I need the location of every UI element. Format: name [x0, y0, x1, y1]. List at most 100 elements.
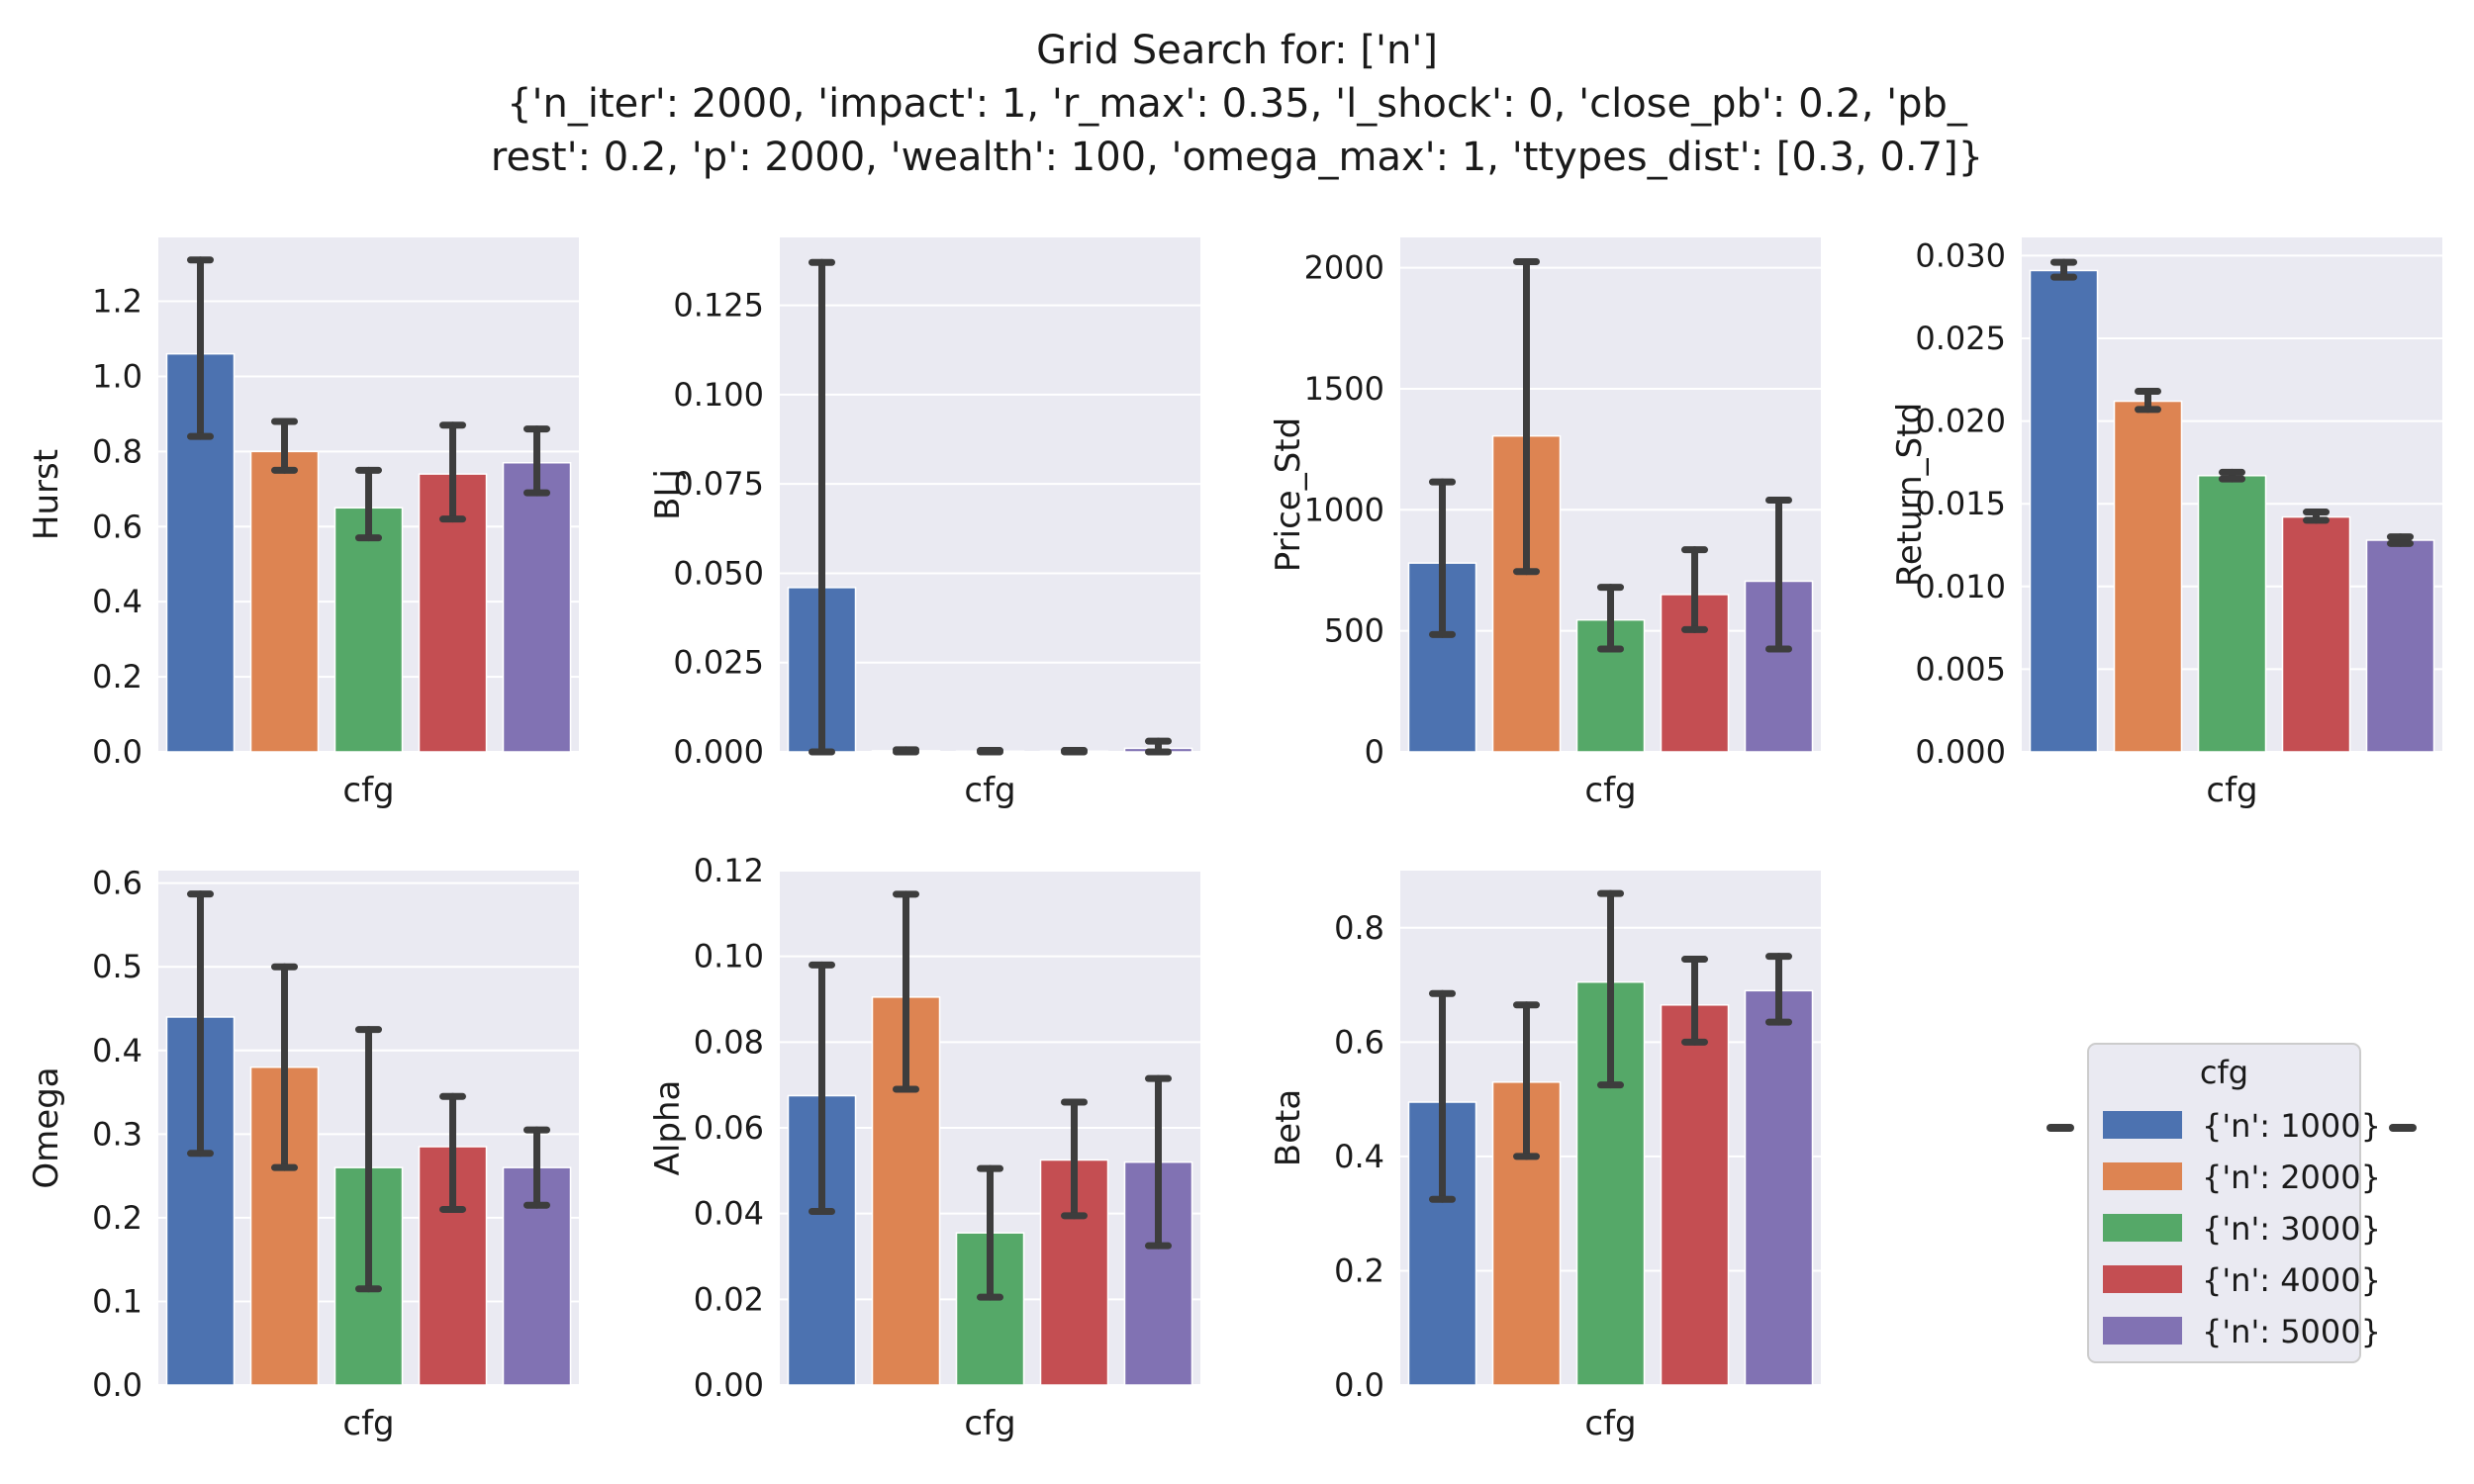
- error-bar: [355, 466, 382, 542]
- error-bar: [1061, 747, 1088, 756]
- legend-entry-label: {'n': 4000}: [2202, 1261, 2381, 1299]
- subplot-alpha: 0.00 0.02 0.04 0.06 0.08 0.10 0.12 cfg Alpha: [648, 852, 1200, 1443]
- error-bar: [1429, 989, 1456, 1203]
- error-bar: [439, 1092, 466, 1213]
- y-tick-label: 0.005: [1915, 650, 2006, 688]
- y-tick-label: 1000: [1304, 491, 1384, 528]
- legend-swatch: [2103, 1317, 2182, 1345]
- y-tick-label: 0.015: [1915, 485, 2006, 522]
- subplot-beta: 0.0 0.2 0.4 0.6 0.8 cfg Beta: [1269, 871, 1821, 1443]
- y-tick-label: 0.3: [92, 1115, 143, 1153]
- bar: [2029, 269, 2099, 753]
- error-bar: [809, 961, 835, 1215]
- error-bar: [977, 1164, 1003, 1301]
- legend-swatch: [2103, 1214, 2182, 1242]
- y-tick-label: 0.020: [1915, 403, 2006, 440]
- error-bar: [1597, 889, 1624, 1089]
- x-axis-label: cfg: [2206, 771, 2257, 810]
- y-tick-label: 0.00: [694, 1366, 764, 1404]
- y-tick-label: 1.2: [92, 283, 143, 321]
- bar: [1660, 1004, 1730, 1386]
- legend-entry-label: {'n': 5000}: [2202, 1313, 2381, 1350]
- legend-entry-label: {'n': 2000}: [2202, 1159, 2381, 1196]
- x-axis-label: cfg: [1584, 1404, 1636, 1443]
- error-bar: [187, 256, 214, 440]
- x-axis-label: cfg: [964, 771, 1015, 810]
- bar: [1744, 989, 1814, 1386]
- error-bar: [893, 746, 919, 756]
- y-tick-label: 0.100: [673, 376, 764, 414]
- y-axis-label: Hurst: [27, 449, 66, 540]
- x-axis-label: cfg: [964, 1404, 1015, 1443]
- y-tick-label: 0.8: [1334, 909, 1384, 947]
- error-bar: [1597, 584, 1624, 653]
- y-tick-label: 0.2: [92, 1199, 143, 1237]
- y-tick-label: 0.000: [1915, 733, 2006, 771]
- y-tick-label: 0.02: [694, 1280, 764, 1318]
- y-axis-label: BLj: [648, 469, 688, 520]
- y-tick-label: 0.08: [694, 1023, 764, 1061]
- title-line-2: {'n_iter': 2000, 'impact': 1, 'r_max': 0…: [507, 81, 1968, 127]
- bar: [2197, 475, 2267, 753]
- y-axis-label: Beta: [1269, 1089, 1308, 1166]
- title-line-3: rest': 0.2, 'p': 2000, 'wealth': 100, 'o…: [491, 135, 1983, 180]
- subplot-price-std: 0 500 1000 1500 2000 cfg Price_Std: [1269, 237, 1821, 810]
- y-tick-label: 0.0: [1334, 1366, 1384, 1404]
- bar: [2365, 539, 2435, 753]
- error-bar: [1681, 956, 1708, 1046]
- y-tick-label: 0.04: [694, 1195, 764, 1233]
- bar: [2281, 515, 2351, 753]
- y-tick-label: 0.10: [694, 938, 764, 975]
- y-tick-label: 500: [1324, 612, 1384, 650]
- error-bar: [1145, 1074, 1172, 1250]
- error-bar: [271, 963, 298, 1171]
- error-bar: [271, 417, 298, 474]
- title-line-1: Grid Search for: ['n']: [1036, 28, 1438, 73]
- legend-swatch: [2103, 1162, 2182, 1190]
- y-tick-label: 0.4: [1334, 1138, 1384, 1175]
- y-tick-label: 0.0: [92, 733, 143, 771]
- error-bar: [2050, 258, 2077, 281]
- error-bar: [1513, 1001, 1540, 1160]
- error-bar: [1061, 1098, 1088, 1220]
- y-tick-label: 0.025: [673, 644, 764, 682]
- y-tick-label: 0.06: [694, 1109, 764, 1147]
- legend-entry-label: {'n': 3000}: [2202, 1210, 2381, 1248]
- error-bar: [187, 890, 214, 1158]
- y-tick-label: 2000: [1304, 249, 1384, 287]
- bar: [955, 1232, 1025, 1386]
- y-tick-label: 0: [1365, 733, 1384, 771]
- error-bar: [809, 258, 835, 756]
- error-bar: [1429, 478, 1456, 638]
- subplot-return-std: 0.000 0.005 0.010 0.015 0.020 0.025 0.030 cfg Re…: [1890, 236, 2442, 810]
- y-tick-label: 0.4: [92, 1032, 143, 1069]
- y-tick-label: 0.2: [92, 658, 143, 696]
- bar: [502, 461, 572, 753]
- error-bar: [893, 890, 919, 1093]
- y-tick-label: 0.000: [673, 733, 764, 771]
- legend-entry-label: {'n': 1000}: [2202, 1107, 2381, 1145]
- legend: cfg {'n': 1000} {'n': 2000} {'n': 3000} {'n'…: [2046, 1043, 2417, 1363]
- bar: [333, 507, 404, 753]
- y-axis-label: Omega: [27, 1067, 66, 1188]
- error-bar: [2135, 387, 2161, 414]
- figure-title: Grid Search for: ['n'] {'n_iter': 2000, …: [491, 28, 1983, 180]
- error-bar: [355, 1026, 382, 1293]
- y-tick-label: 0.030: [1915, 236, 2006, 274]
- error-bar: [2387, 533, 2414, 547]
- error-bar: [523, 425, 550, 497]
- y-tick-label: 0.0: [92, 1366, 143, 1404]
- error-bar: [523, 1126, 550, 1209]
- y-tick-label: 0.5: [92, 948, 143, 985]
- x-axis-label: cfg: [342, 1404, 394, 1443]
- error-bar: [977, 747, 1003, 756]
- y-tick-label: 1500: [1304, 370, 1384, 408]
- y-tick-label: 0.8: [92, 432, 143, 470]
- y-tick-label: 0.025: [1915, 320, 2006, 357]
- y-tick-label: 0.12: [694, 852, 764, 889]
- y-tick-label: 0.6: [1334, 1023, 1384, 1061]
- subplot-blj: 0.000 0.025 0.050 0.075 0.100 0.125 cfg BLj: [648, 237, 1200, 810]
- legend-swatch: [2103, 1265, 2182, 1293]
- bar: [249, 450, 320, 753]
